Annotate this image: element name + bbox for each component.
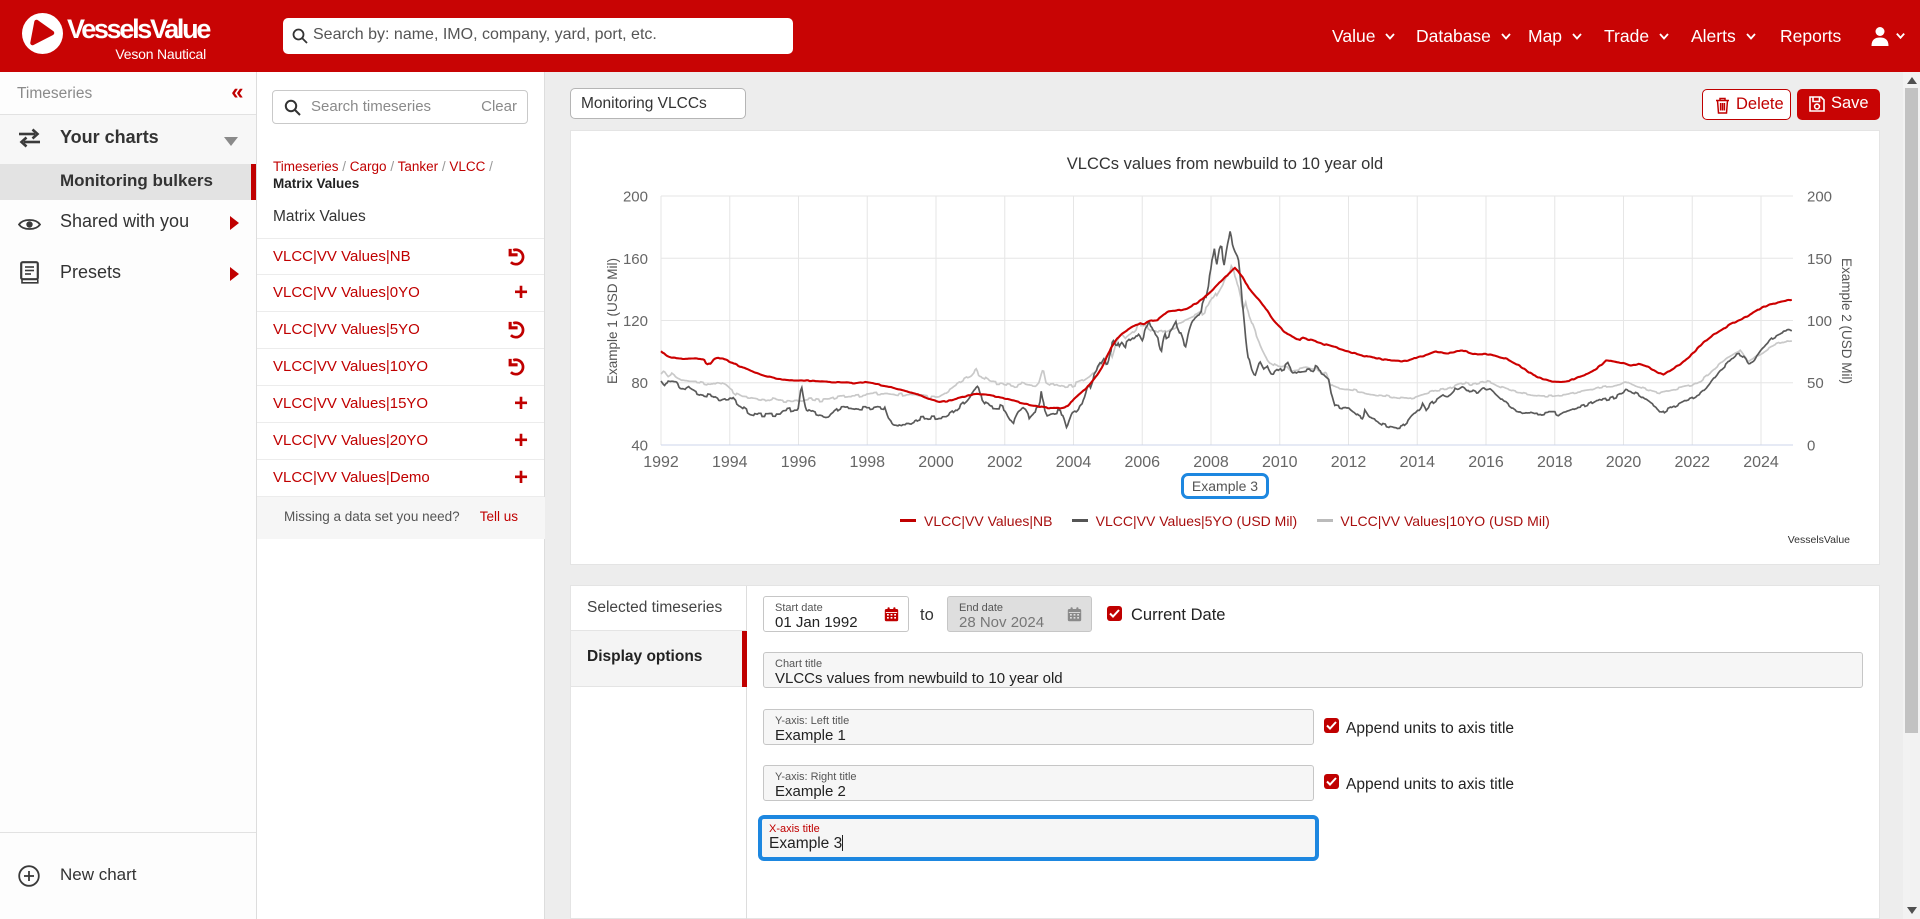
svg-text:2012: 2012	[1331, 454, 1367, 471]
svg-text:2020: 2020	[1606, 454, 1642, 471]
svg-text:150: 150	[1807, 251, 1832, 268]
svg-text:1998: 1998	[849, 454, 885, 471]
svg-text:2008: 2008	[1193, 454, 1229, 471]
svg-text:2022: 2022	[1674, 454, 1710, 471]
svg-text:1994: 1994	[712, 454, 748, 471]
svg-text:100: 100	[1807, 313, 1832, 330]
svg-text:2004: 2004	[1056, 454, 1092, 471]
svg-text:2018: 2018	[1537, 454, 1573, 471]
svg-text:2006: 2006	[1124, 454, 1160, 471]
svg-text:200: 200	[1807, 189, 1832, 206]
svg-text:80: 80	[631, 375, 648, 392]
svg-text:2014: 2014	[1399, 454, 1435, 471]
svg-text:0: 0	[1807, 438, 1815, 455]
svg-text:1996: 1996	[781, 454, 817, 471]
svg-text:2002: 2002	[987, 454, 1023, 471]
svg-text:120: 120	[623, 313, 648, 330]
svg-text:1992: 1992	[643, 454, 679, 471]
svg-text:Example 1 (USD Mil): Example 1 (USD Mil)	[605, 258, 620, 384]
svg-text:2016: 2016	[1468, 454, 1504, 471]
svg-text:2010: 2010	[1262, 454, 1298, 471]
svg-text:50: 50	[1807, 375, 1824, 392]
svg-text:Example 2 (USD Mil): Example 2 (USD Mil)	[1839, 258, 1854, 384]
svg-text:2024: 2024	[1743, 454, 1779, 471]
svg-text:40: 40	[631, 438, 648, 455]
svg-text:2000: 2000	[918, 454, 954, 471]
svg-text:160: 160	[623, 251, 648, 268]
svg-text:200: 200	[623, 189, 648, 206]
